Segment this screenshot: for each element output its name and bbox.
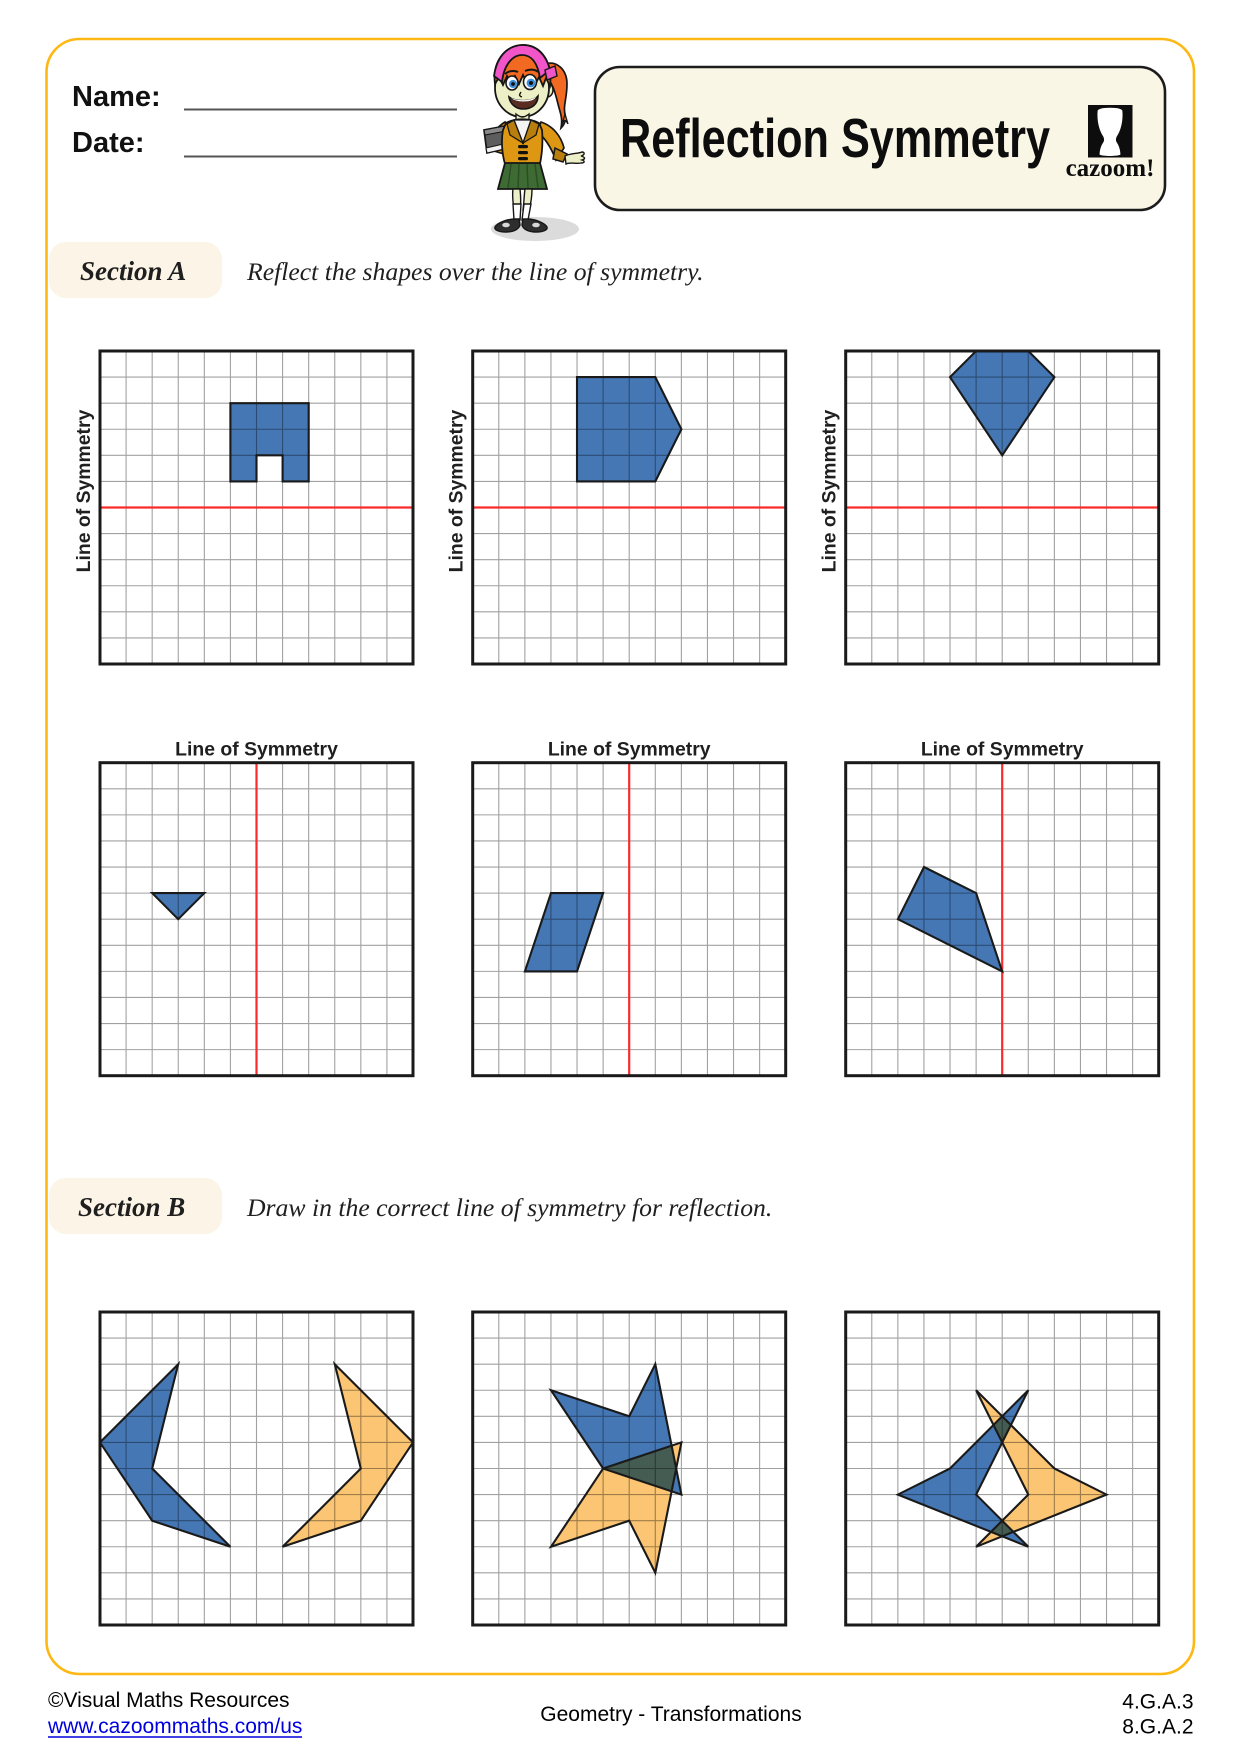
svg-text:Line of Symmetry: Line of Symmetry bbox=[446, 409, 468, 572]
svg-text:Section B: Section B bbox=[78, 1192, 185, 1222]
svg-text:8.G.A.2: 8.G.A.2 bbox=[1122, 1716, 1193, 1739]
svg-text:Line of Symmetry: Line of Symmetry bbox=[819, 409, 841, 572]
svg-text:Line of Symmetry: Line of Symmetry bbox=[175, 739, 338, 761]
svg-text:Section A: Section A bbox=[80, 256, 186, 286]
svg-text:Reflection Symmetry: Reflection Symmetry bbox=[620, 107, 1050, 169]
svg-text:Reflect the shapes over the li: Reflect the shapes over the line of symm… bbox=[246, 257, 704, 286]
svg-text:Date:: Date: bbox=[72, 127, 145, 159]
svg-text:4.G.A.3: 4.G.A.3 bbox=[1122, 1691, 1193, 1714]
svg-text:Line of Symmetry: Line of Symmetry bbox=[921, 739, 1084, 761]
svg-text:Geometry - Transformations: Geometry - Transformations bbox=[540, 1703, 801, 1726]
svg-text:cazoom!: cazoom! bbox=[1066, 155, 1155, 182]
svg-text:Line of Symmetry: Line of Symmetry bbox=[73, 409, 95, 572]
svg-text:Draw in the correct line of sy: Draw in the correct line of symmetry for… bbox=[246, 1193, 772, 1222]
svg-text:©Visual Maths Resources: ©Visual Maths Resources bbox=[48, 1689, 290, 1712]
svg-text:Name:: Name: bbox=[72, 81, 161, 113]
svg-text:www.cazoommaths.com/us: www.cazoommaths.com/us bbox=[47, 1715, 302, 1738]
svg-text:Line of Symmetry: Line of Symmetry bbox=[548, 739, 711, 761]
